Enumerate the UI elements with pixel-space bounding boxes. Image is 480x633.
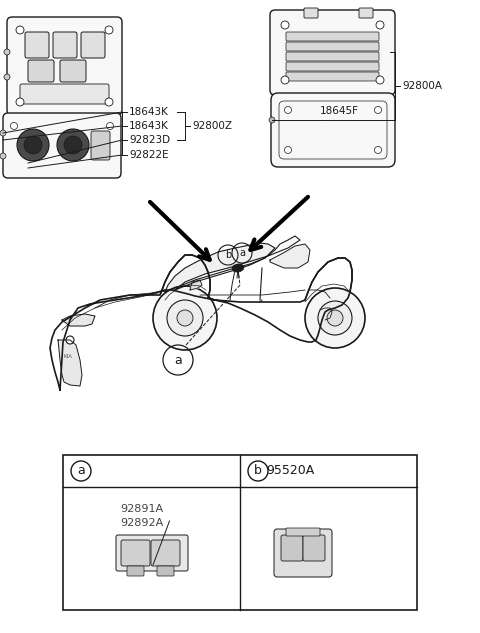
Text: 18643K: 18643K	[129, 121, 169, 131]
Circle shape	[0, 153, 6, 159]
Text: 92822E: 92822E	[129, 150, 168, 160]
FancyBboxPatch shape	[127, 566, 144, 576]
FancyBboxPatch shape	[151, 540, 180, 566]
FancyBboxPatch shape	[304, 8, 318, 18]
FancyBboxPatch shape	[286, 32, 379, 41]
Circle shape	[305, 288, 365, 348]
Polygon shape	[165, 243, 275, 292]
Polygon shape	[62, 314, 95, 326]
Circle shape	[374, 146, 382, 153]
FancyBboxPatch shape	[274, 529, 332, 577]
Circle shape	[285, 106, 291, 113]
FancyBboxPatch shape	[28, 60, 54, 82]
FancyBboxPatch shape	[53, 32, 77, 58]
Polygon shape	[190, 280, 202, 290]
Text: 92800Z: 92800Z	[192, 121, 232, 131]
Polygon shape	[175, 236, 300, 290]
Circle shape	[281, 21, 289, 29]
Circle shape	[4, 49, 10, 55]
Circle shape	[16, 98, 24, 106]
Text: b: b	[225, 250, 231, 260]
Text: 92823D: 92823D	[129, 135, 170, 145]
Polygon shape	[58, 340, 82, 386]
FancyBboxPatch shape	[121, 540, 150, 566]
Text: a: a	[239, 248, 245, 258]
FancyBboxPatch shape	[286, 42, 379, 51]
Circle shape	[285, 146, 291, 153]
FancyBboxPatch shape	[270, 10, 395, 95]
Text: b: b	[254, 465, 262, 477]
Circle shape	[64, 136, 82, 154]
Circle shape	[105, 26, 113, 34]
Text: a: a	[77, 465, 85, 477]
FancyBboxPatch shape	[81, 32, 105, 58]
Text: a: a	[174, 353, 182, 367]
Text: 92800A: 92800A	[402, 81, 442, 91]
Text: 92891A: 92891A	[120, 504, 163, 514]
Circle shape	[153, 286, 217, 350]
Circle shape	[269, 117, 275, 123]
Circle shape	[16, 26, 24, 34]
FancyBboxPatch shape	[286, 528, 320, 536]
FancyBboxPatch shape	[60, 60, 86, 82]
Circle shape	[0, 130, 6, 136]
Circle shape	[107, 123, 113, 130]
FancyBboxPatch shape	[7, 17, 122, 115]
Circle shape	[24, 136, 42, 154]
FancyBboxPatch shape	[157, 566, 174, 576]
Circle shape	[4, 74, 10, 80]
FancyBboxPatch shape	[359, 8, 373, 18]
FancyBboxPatch shape	[91, 131, 110, 160]
Circle shape	[177, 310, 193, 326]
Bar	[63, 455, 417, 610]
Circle shape	[281, 76, 289, 84]
Text: 18645F: 18645F	[320, 106, 359, 116]
Circle shape	[374, 106, 382, 113]
Circle shape	[376, 76, 384, 84]
Circle shape	[17, 129, 49, 161]
FancyBboxPatch shape	[20, 84, 109, 104]
Circle shape	[318, 301, 352, 335]
FancyBboxPatch shape	[116, 535, 188, 571]
Text: KIA: KIA	[63, 353, 72, 358]
Text: 18643K: 18643K	[129, 107, 169, 117]
FancyBboxPatch shape	[271, 93, 395, 167]
FancyBboxPatch shape	[281, 535, 303, 561]
Circle shape	[167, 300, 203, 336]
FancyBboxPatch shape	[3, 113, 121, 178]
Circle shape	[376, 21, 384, 29]
Ellipse shape	[232, 264, 244, 272]
FancyBboxPatch shape	[286, 52, 379, 61]
FancyBboxPatch shape	[286, 62, 379, 71]
Circle shape	[105, 98, 113, 106]
Text: 92892A: 92892A	[120, 518, 163, 528]
FancyBboxPatch shape	[25, 32, 49, 58]
Circle shape	[327, 310, 343, 326]
Circle shape	[11, 123, 17, 130]
Text: 95520A: 95520A	[266, 465, 314, 477]
FancyBboxPatch shape	[286, 72, 379, 81]
FancyBboxPatch shape	[303, 535, 325, 561]
Polygon shape	[270, 244, 310, 268]
Circle shape	[57, 129, 89, 161]
Circle shape	[66, 336, 74, 344]
